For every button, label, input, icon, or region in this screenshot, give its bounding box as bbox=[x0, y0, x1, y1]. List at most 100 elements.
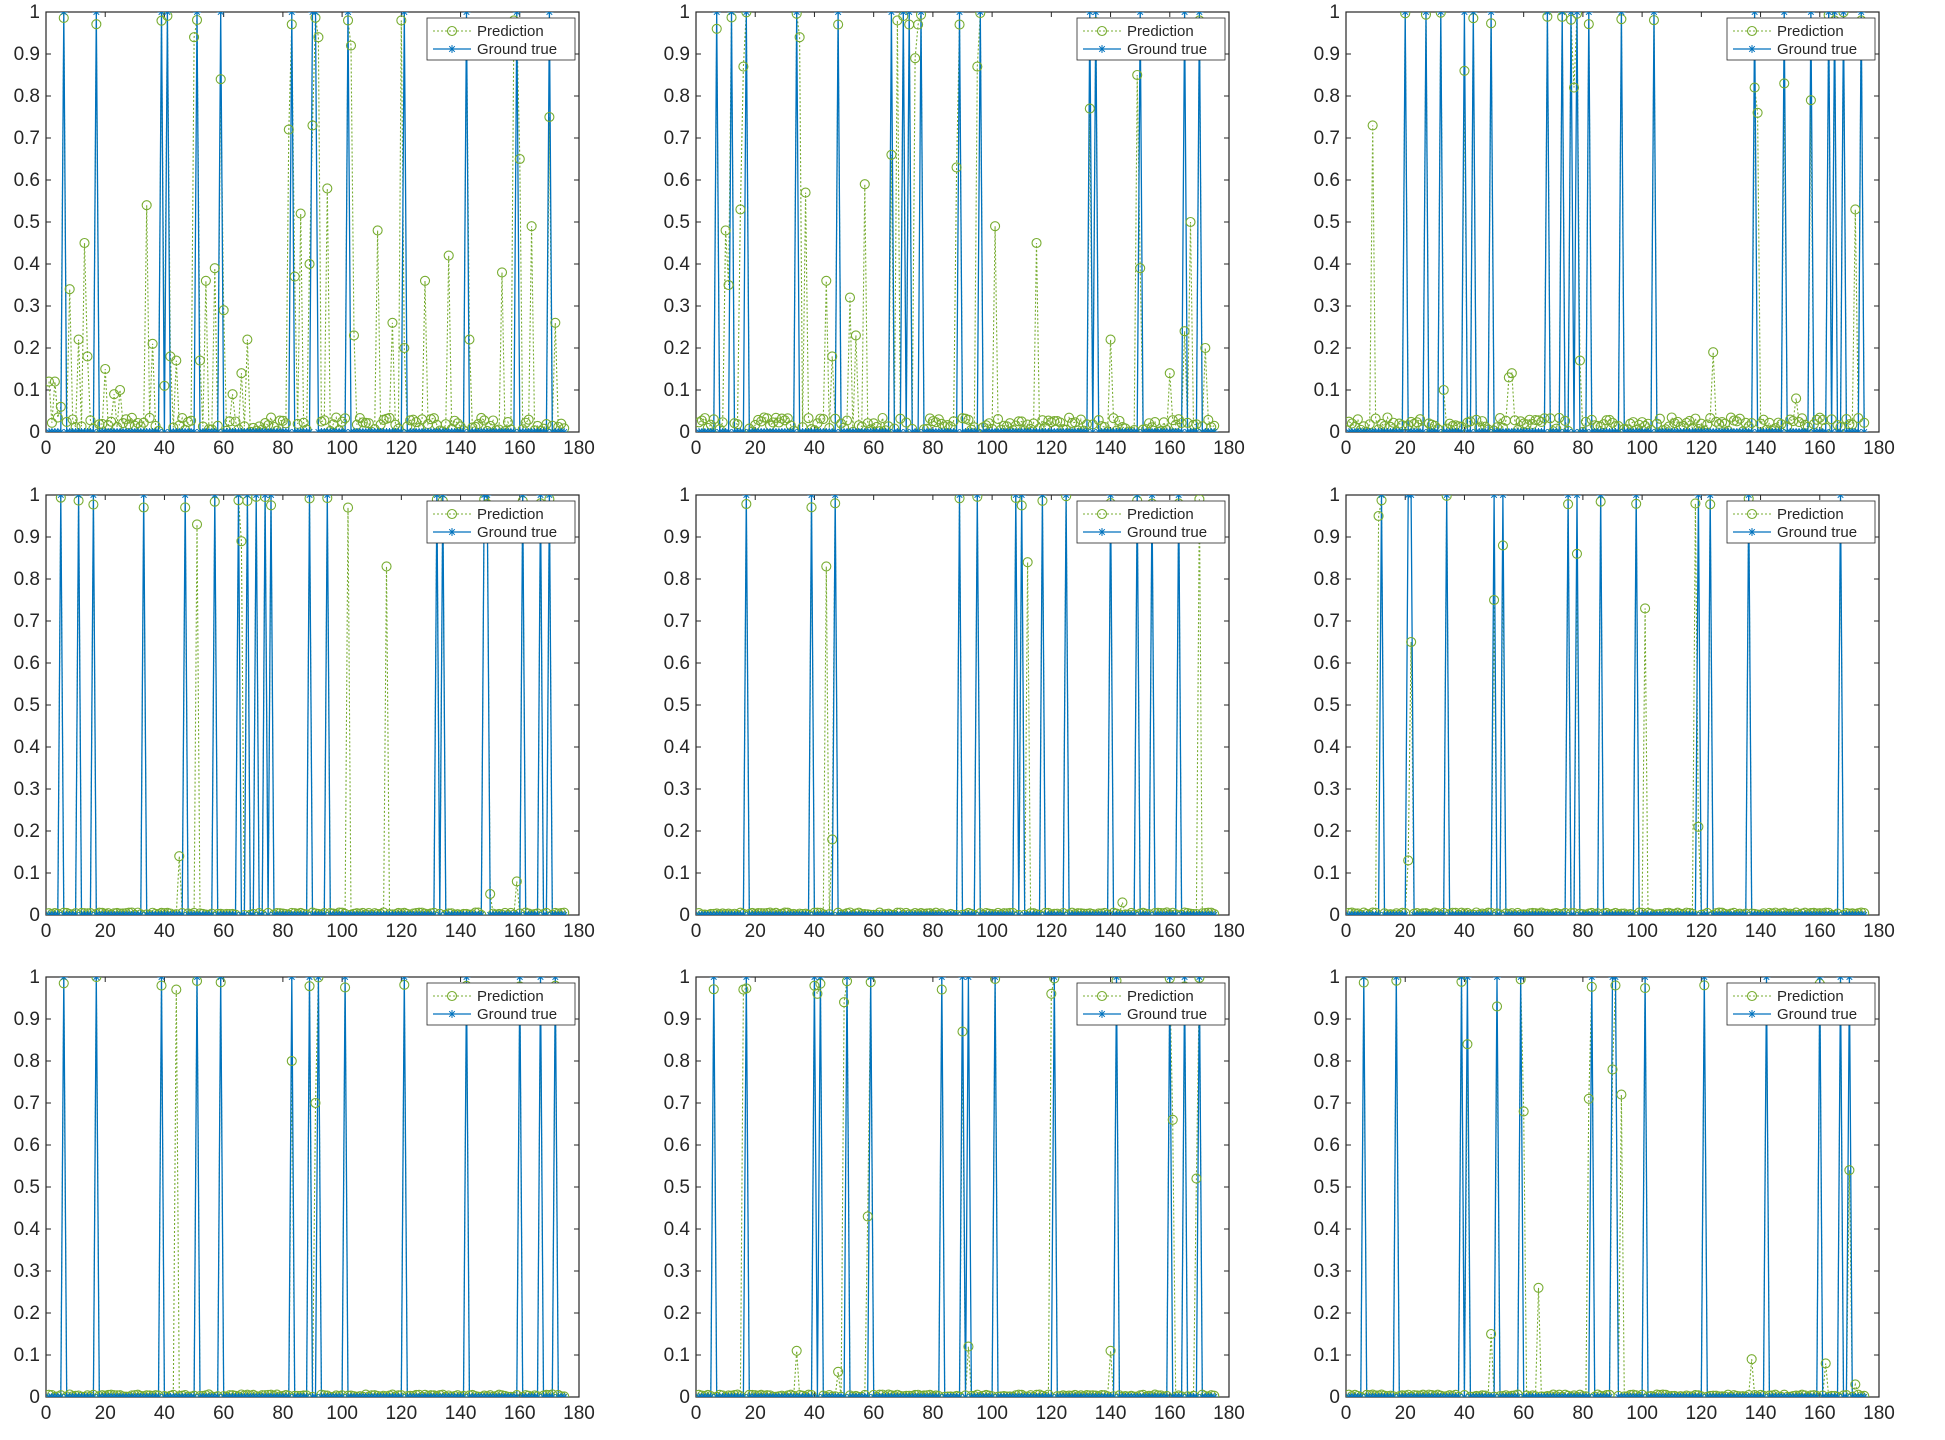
y-tick-label: 0 bbox=[679, 422, 690, 443]
y-tick-label: 0.4 bbox=[14, 1219, 41, 1240]
ground-truth-point bbox=[400, 973, 408, 981]
ground-truth-point bbox=[311, 8, 319, 16]
x-tick-label: 160 bbox=[1804, 1403, 1836, 1424]
y-tick-label: 0.1 bbox=[1314, 1345, 1340, 1366]
ground-truth-point bbox=[400, 8, 408, 16]
x-tick-label: 40 bbox=[154, 1403, 175, 1424]
ground-truth-point bbox=[60, 973, 68, 981]
x-tick-label: 180 bbox=[1863, 438, 1895, 459]
x-tick-label: 140 bbox=[1745, 438, 1777, 459]
x-tick-label: 60 bbox=[213, 1403, 234, 1424]
x-tick-label: 60 bbox=[1513, 438, 1534, 459]
x-tick-label: 40 bbox=[804, 1403, 825, 1424]
y-tick-label: 0.5 bbox=[664, 212, 690, 233]
ground-truth-point bbox=[537, 491, 545, 499]
x-tick-label: 80 bbox=[272, 921, 293, 942]
y-tick-label: 0.1 bbox=[14, 863, 40, 884]
y-tick-label: 0.9 bbox=[664, 44, 690, 65]
ground-truth-point bbox=[89, 491, 97, 499]
y-tick-label: 0.6 bbox=[14, 170, 40, 191]
ground-truth-point bbox=[217, 973, 225, 981]
ground-truth-point bbox=[462, 973, 470, 981]
ground-truth-point bbox=[217, 8, 225, 16]
x-tick-label: 120 bbox=[1035, 1403, 1067, 1424]
y-tick-label: 0.5 bbox=[1314, 1177, 1340, 1198]
x-tick-label: 40 bbox=[804, 438, 825, 459]
y-tick-label: 0.6 bbox=[664, 653, 690, 674]
y-tick-label: 0.8 bbox=[1314, 86, 1340, 107]
ground-truth-point bbox=[306, 428, 314, 436]
x-tick-label: 0 bbox=[41, 921, 52, 942]
ground-truth-point bbox=[252, 491, 260, 499]
x-tick-label: 0 bbox=[691, 1403, 702, 1424]
y-tick-label: 0.1 bbox=[1314, 863, 1340, 884]
x-tick-label: 160 bbox=[1804, 921, 1836, 942]
ground-truth-point bbox=[306, 973, 314, 981]
x-tick-label: 140 bbox=[445, 921, 477, 942]
y-tick-label: 0.2 bbox=[14, 338, 40, 359]
x-tick-label: 20 bbox=[1395, 438, 1416, 459]
y-tick-label: 0.9 bbox=[1314, 1009, 1340, 1030]
ground-truth-point bbox=[1018, 491, 1026, 499]
ground-truth-point bbox=[267, 491, 275, 499]
legend-ground-label: Ground true bbox=[1127, 1006, 1207, 1023]
legend-prediction-label: Prediction bbox=[1777, 506, 1844, 523]
y-tick-label: 0.1 bbox=[664, 863, 690, 884]
y-tick-label: 0.4 bbox=[1314, 737, 1341, 758]
y-tick-label: 0.9 bbox=[14, 527, 40, 548]
x-tick-label: 100 bbox=[326, 438, 358, 459]
x-tick-label: 100 bbox=[1626, 1403, 1658, 1424]
ground-truth-point bbox=[288, 973, 296, 981]
y-tick-label: 0.3 bbox=[1314, 779, 1340, 800]
ground-truth-point bbox=[519, 491, 527, 499]
y-tick-label: 0.4 bbox=[1314, 254, 1341, 275]
ground-truth-point bbox=[92, 973, 100, 981]
legend-prediction-label: Prediction bbox=[1777, 988, 1844, 1005]
y-tick-label: 0 bbox=[1329, 422, 1340, 443]
y-tick-label: 0.4 bbox=[664, 737, 691, 758]
ground-truth-point bbox=[710, 973, 718, 981]
ground-truth-point bbox=[288, 8, 296, 16]
ground-truth-point bbox=[483, 491, 491, 499]
x-tick-label: 40 bbox=[804, 921, 825, 942]
x-tick-label: 180 bbox=[563, 438, 595, 459]
legend-ground-marker bbox=[448, 1010, 456, 1018]
x-tick-label: 120 bbox=[1685, 921, 1717, 942]
legend-prediction-label: Prediction bbox=[1127, 988, 1194, 1005]
y-tick-label: 0.9 bbox=[664, 1009, 690, 1030]
y-tick-label: 0 bbox=[29, 905, 40, 926]
y-tick-label: 0 bbox=[1329, 905, 1340, 926]
x-tick-label: 140 bbox=[1095, 1403, 1127, 1424]
x-tick-label: 180 bbox=[1213, 1403, 1245, 1424]
y-tick-label: 0.6 bbox=[1314, 653, 1340, 674]
x-tick-label: 20 bbox=[745, 438, 766, 459]
x-tick-label: 100 bbox=[326, 1403, 358, 1424]
y-tick-label: 0.4 bbox=[14, 254, 41, 275]
legend-ground-label: Ground true bbox=[1777, 1006, 1857, 1023]
y-tick-label: 0.8 bbox=[664, 1051, 690, 1072]
y-tick-label: 0.3 bbox=[664, 296, 690, 317]
x-tick-label: 100 bbox=[976, 438, 1008, 459]
y-tick-label: 0.1 bbox=[14, 380, 40, 401]
y-tick-label: 0.3 bbox=[14, 296, 40, 317]
x-tick-label: 80 bbox=[1572, 438, 1593, 459]
legend-ground-marker bbox=[448, 528, 456, 536]
y-tick-label: 0.8 bbox=[664, 569, 690, 590]
x-tick-label: 120 bbox=[1035, 438, 1067, 459]
y-tick-label: 0.2 bbox=[14, 821, 40, 842]
legend-prediction-label: Prediction bbox=[477, 506, 544, 523]
ground-truth-point bbox=[917, 8, 925, 16]
x-tick-label: 80 bbox=[272, 1403, 293, 1424]
y-tick-label: 0.8 bbox=[14, 1051, 40, 1072]
ground-truth-point bbox=[516, 973, 524, 981]
y-tick-label: 0.4 bbox=[14, 737, 41, 758]
x-tick-label: 140 bbox=[1095, 438, 1127, 459]
ground-truth-point bbox=[956, 8, 964, 16]
legend-prediction-label: Prediction bbox=[477, 988, 544, 1005]
y-tick-label: 0.3 bbox=[664, 779, 690, 800]
